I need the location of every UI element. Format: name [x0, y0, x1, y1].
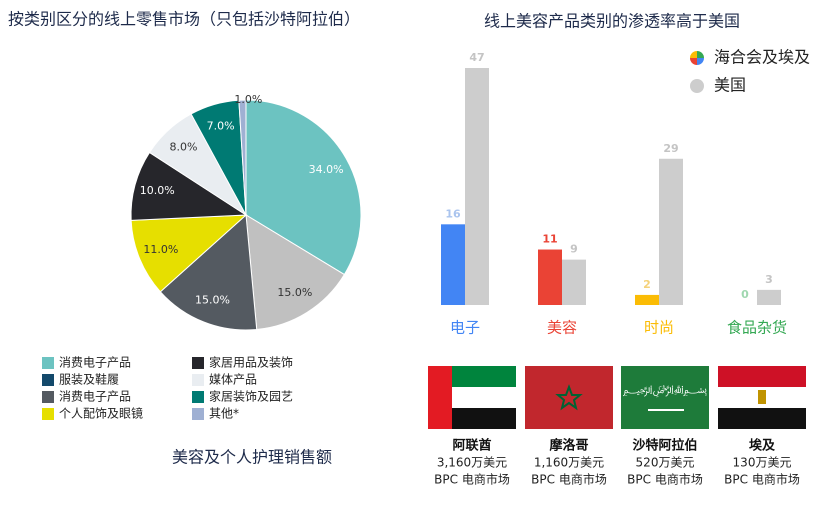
bar-value-label: 11 — [542, 233, 557, 246]
flag-saudi: ﷽ — [621, 366, 709, 429]
legend-marker — [690, 58, 697, 65]
market-sales: 1,160万美元 — [534, 456, 604, 470]
legend-marker — [690, 51, 697, 58]
slice-label: 10.0% — [140, 184, 175, 197]
slice-label: 8.0% — [170, 140, 198, 153]
bar — [757, 289, 781, 305]
legend-swatch — [192, 357, 204, 369]
legend-label: 家居装饰及园艺 — [209, 389, 293, 404]
legend-swatch — [42, 391, 54, 403]
legend-label: 消费电子产品 — [59, 356, 131, 370]
legend-label: 服装及鞋履 — [59, 372, 119, 387]
market-name: 沙特阿拉伯 — [632, 438, 697, 454]
flags: ﷽ — [428, 366, 806, 429]
pie-slice — [245, 214, 346, 331]
flag-morocco — [525, 366, 613, 429]
legend-marker — [690, 79, 704, 93]
bar — [465, 68, 489, 305]
market-name: 摩洛哥 — [549, 438, 588, 454]
bar — [562, 259, 586, 305]
svg-text:﷽: ﷽ — [623, 383, 708, 398]
legend-label: 其他* — [209, 407, 239, 421]
market-sales: 3,160万美元 — [437, 456, 507, 470]
legend-label: 美国 — [714, 76, 746, 95]
market-name: 埃及 — [749, 438, 776, 454]
bar-title: 线上美容产品类别的渗透率高于美国 — [484, 12, 740, 31]
slice-label: 34.0% — [309, 163, 344, 176]
bar-value-label: 29 — [663, 142, 678, 155]
legend-marker — [697, 58, 704, 65]
legend-label: 媒体产品 — [209, 373, 257, 387]
slice-label: 15.0% — [195, 294, 230, 307]
market-sales: 130万美元 — [733, 456, 792, 470]
x-tick-label: 电子 — [450, 319, 480, 337]
pie-slice — [245, 99, 362, 276]
bar-value-label: 3 — [765, 273, 773, 286]
x-tick-label: 时尚 — [644, 319, 674, 337]
market-label: BPC 电商市场 — [724, 472, 800, 487]
bar-value-label: 47 — [469, 51, 484, 64]
legend-swatch — [192, 391, 204, 403]
market-label: BPC 电商市场 — [531, 472, 607, 487]
pie-slice — [130, 151, 248, 221]
legend-label: 消费电子产品 — [59, 390, 131, 404]
legend-label: 个人配饰及眼镜 — [59, 406, 143, 421]
legend-label: 海合会及埃及 — [714, 48, 810, 67]
bar-value-label: 16 — [445, 207, 461, 220]
market-label: BPC 电商市场 — [434, 472, 510, 487]
market-sales: 520万美元 — [636, 456, 695, 470]
legend-label: 家居用品及装饰 — [209, 355, 293, 370]
legend-swatch — [42, 374, 54, 386]
bar-value-label: 0 — [741, 288, 749, 301]
bar-value-label: 9 — [570, 243, 578, 256]
legend-swatch — [192, 374, 204, 386]
legend-swatch — [42, 408, 54, 420]
pie-slice — [130, 214, 248, 293]
slice-label: 11.0% — [143, 243, 178, 256]
market-name: 阿联酋 — [452, 438, 491, 454]
bar-value-label: 2 — [643, 278, 651, 291]
bar — [659, 158, 683, 305]
bar — [635, 294, 659, 305]
market-label: BPC 电商市场 — [627, 472, 703, 487]
slice-label: 1.0% — [234, 93, 262, 106]
pie-slice — [238, 99, 247, 216]
slice-label: 15.0% — [277, 286, 312, 299]
bar — [538, 249, 562, 305]
x-tick-label: 美容 — [547, 319, 577, 337]
pie-subtitle: 美容及个人护理销售额 — [172, 448, 332, 467]
pie-title: 按类别区分的线上零售市场（只包括沙特阿拉伯） — [8, 10, 360, 29]
x-tick-label: 食品杂货 — [727, 319, 787, 337]
slice-label: 7.0% — [207, 120, 235, 133]
legend-marker — [697, 51, 704, 58]
flag-egypt — [718, 366, 806, 429]
legend-swatch — [42, 357, 54, 369]
pie-slice — [159, 213, 258, 331]
bar — [441, 224, 465, 305]
legend-swatch — [192, 408, 204, 420]
flag-uae — [428, 366, 516, 429]
